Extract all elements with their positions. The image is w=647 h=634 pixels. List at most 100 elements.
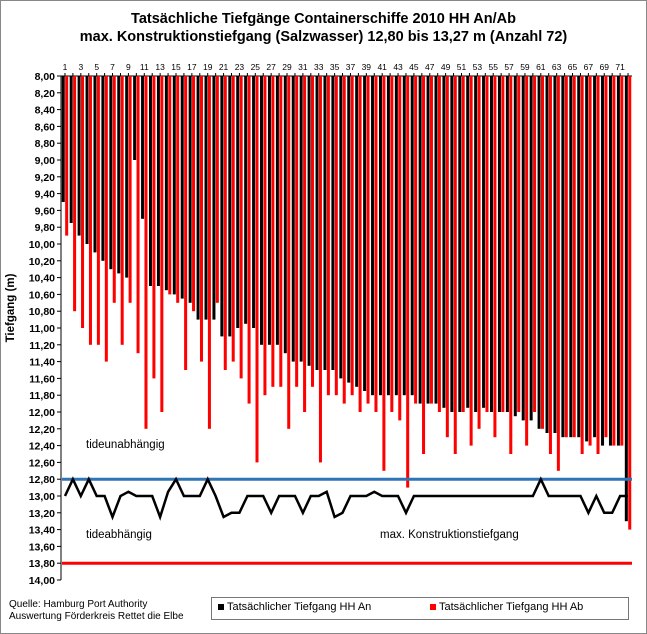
x-tick-label: 23	[235, 62, 245, 72]
line-max-konstruktionstiefgang	[63, 476, 628, 521]
bar-ab-23	[239, 76, 243, 379]
x-tick-label: 5	[94, 62, 99, 72]
bar-ab-46	[422, 76, 426, 454]
y-tick-label: 12,60	[29, 457, 55, 469]
bar-ab-16	[184, 76, 188, 370]
bar-ab-15	[176, 76, 180, 303]
x-tick-label: 69	[600, 62, 610, 72]
legend-item-ab: Tatsächlicher Tiefgang HH Ab	[430, 601, 583, 613]
bar-an-70	[608, 76, 612, 446]
bar-an-18	[196, 76, 200, 320]
bar-an-31	[299, 76, 303, 362]
y-tick-label: 9,40	[35, 189, 56, 201]
bar-an-7	[109, 76, 113, 270]
x-tick-label: 29	[282, 62, 292, 72]
x-tick-label: 31	[298, 62, 308, 72]
bar-an-63	[553, 76, 557, 433]
bar-ab-37	[350, 76, 354, 396]
y-tick-label: 8,20	[35, 88, 56, 100]
y-tick-label: 10,20	[29, 256, 55, 268]
bar-an-67	[585, 76, 589, 442]
x-tick-label: 47	[425, 62, 435, 72]
bar-an-30	[291, 76, 295, 362]
bar-an-36	[339, 76, 343, 379]
bar-ab-59	[525, 76, 529, 446]
bar-an-51	[458, 76, 462, 412]
x-tick-label: 57	[504, 62, 514, 72]
bar-ab-45	[414, 76, 418, 404]
x-tick-label: 11	[140, 62, 149, 72]
bar-ab-39	[366, 76, 370, 404]
legend-swatch-ab	[430, 604, 436, 611]
source-line-1: Quelle: Hamburg Port Authority	[9, 599, 148, 610]
bar-an-52	[466, 76, 470, 408]
bar-ab-36	[342, 76, 346, 404]
legend: Tatsächlicher Tiefgang HH An Tatsächlich…	[211, 597, 629, 620]
y-tick-label: 11,40	[29, 357, 55, 369]
bar-ab-63	[556, 76, 560, 471]
bar-an-14	[164, 76, 168, 291]
y-tick-label: 12,20	[29, 424, 55, 436]
bar-an-61	[537, 76, 541, 429]
bar-ab-65	[572, 76, 576, 438]
bar-an-13	[156, 76, 160, 286]
bar-ab-22	[231, 76, 235, 362]
bar-an-66	[577, 76, 581, 438]
bar-ab-30	[295, 76, 299, 387]
bar-ab-21	[223, 76, 227, 370]
bar-ab-32	[311, 76, 315, 387]
y-tick-label: 11,00	[29, 323, 55, 335]
bar-ab-17	[192, 76, 196, 312]
bar-ab-25	[255, 76, 259, 463]
bar-ab-69	[604, 76, 608, 438]
x-tick-label: 19	[203, 62, 213, 72]
chart-subtitle: max. Konstruktionstiefgang (Salzwasser) …	[79, 29, 568, 45]
bar-an-40	[371, 76, 375, 396]
x-tick-label: 1	[63, 62, 68, 72]
bar-ab-26	[263, 76, 267, 396]
bar-an-42	[386, 76, 390, 396]
bar-ab-40	[374, 76, 378, 412]
x-tick-label: 45	[409, 62, 419, 72]
y-tick-label: 13,00	[29, 491, 55, 503]
bar-an-43	[394, 76, 398, 396]
bar-ab-42	[390, 76, 394, 412]
bar-ab-61	[540, 76, 545, 429]
bar-ab-51	[461, 76, 465, 412]
bar-an-65	[569, 76, 573, 438]
x-tick-label: 39	[362, 62, 372, 72]
bar-an-38	[355, 76, 359, 387]
x-tick-label: 21	[219, 62, 229, 72]
legend-item-an: Tatsächlicher Tiefgang HH An	[218, 601, 371, 613]
bar-ab-9	[128, 76, 132, 303]
bar-an-68	[593, 76, 597, 438]
bar-ab-53	[477, 76, 481, 429]
bar-ab-57	[509, 76, 513, 454]
bar-ab-11	[144, 76, 148, 429]
x-tick-label: 71	[615, 62, 625, 72]
x-tick-label: 53	[473, 62, 483, 72]
bar-ab-10	[136, 76, 140, 354]
y-axis-title: Tiefgang (m)	[5, 273, 17, 342]
bar-ab-54	[485, 76, 489, 412]
y-tick-label: 12,80	[29, 474, 55, 486]
y-tick-label: 8,40	[35, 105, 56, 117]
legend-label-ab: Tatsächlicher Tiefgang HH Ab	[439, 601, 584, 613]
bar-an-23	[236, 76, 240, 328]
bar-ab-71	[620, 76, 624, 446]
bar-an-48	[434, 76, 438, 404]
legend-swatch-an	[218, 604, 224, 611]
bar-an-57	[505, 76, 509, 412]
x-tick-label: 43	[393, 62, 403, 72]
bar-an-20	[212, 76, 216, 320]
x-tick-label: 67	[584, 62, 594, 72]
bar-an-69	[601, 76, 605, 446]
bar-an-72	[624, 76, 628, 522]
y-tick-label: 8,00	[35, 71, 56, 83]
x-tick-label: 33	[314, 62, 324, 72]
bar-an-62	[545, 76, 549, 433]
bar-ab-60	[533, 76, 537, 412]
y-tick-label: 8,80	[35, 138, 56, 150]
bar-an-15	[172, 76, 176, 295]
bar-ab-62	[548, 76, 552, 454]
